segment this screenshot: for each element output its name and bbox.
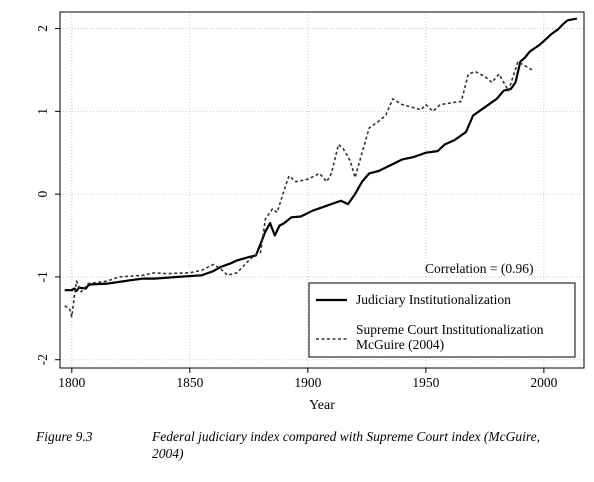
x-tick-label: 1800 [58, 375, 85, 390]
legend-label-solid: Judiciary Institutionalization [356, 292, 511, 307]
legend-label-dashed: Supreme Court Institutionalization McGui… [356, 322, 547, 352]
series-line-supreme-court [64, 60, 533, 318]
y-axis: -2 -1 0 1 2 [35, 25, 60, 365]
x-tick-label: 1850 [176, 375, 203, 390]
legend: Judiciary Institutionalization Supreme C… [308, 282, 576, 358]
y-tick-label: 1 [35, 108, 50, 115]
y-tick-label: 2 [35, 25, 50, 32]
series-line-judiciary [64, 17, 578, 293]
plot-frame [59, 11, 585, 369]
y-tick-label: -1 [35, 271, 50, 282]
figure-label: Figure 9.3 [36, 429, 93, 444]
y-tick-label: 0 [35, 191, 50, 198]
y-tick-label: -2 [35, 354, 50, 365]
series-layer [64, 17, 578, 318]
x-tick-label: 2000 [530, 375, 557, 390]
legend-label-dashed-line2: McGuire (2004) [356, 337, 444, 352]
grid-lines [60, 12, 584, 368]
x-axis: 1800 1850 1900 1950 2000 [58, 368, 558, 390]
legend-label-dashed-line1: Supreme Court Institutionalization [356, 322, 544, 337]
x-tick-label: 1900 [294, 375, 321, 390]
correlation-annotation: Correlation = (0.96) [425, 261, 533, 276]
legend-box [308, 282, 576, 358]
figure-caption-text: Federal judiciary index compared with Su… [152, 429, 541, 461]
line-chart: 1800 1850 1900 1950 2000 -2 -1 0 1 2 Year Correl… [35, 11, 585, 413]
x-axis-label: Year [309, 398, 335, 413]
x-tick-label: 1950 [412, 375, 439, 390]
